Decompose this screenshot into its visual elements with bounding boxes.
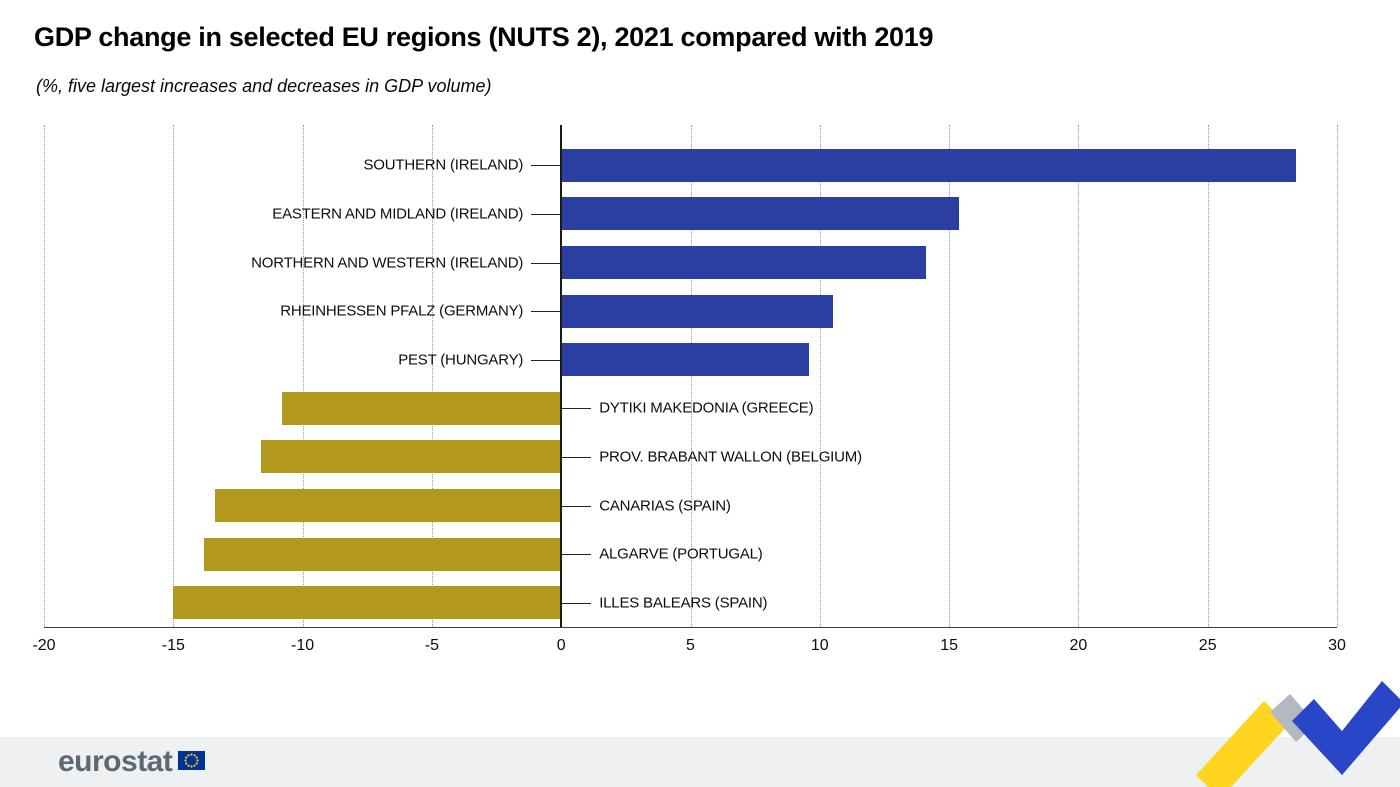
x-axis: -20 -15 -10 -5 0 5 10 15 20 25 30	[32, 637, 1345, 661]
gridline	[302, 125, 304, 627]
label-connector-line	[531, 311, 562, 313]
x-tick-label: -10	[291, 637, 315, 654]
bar-label: PEST (HUNGARY)	[398, 351, 524, 369]
gridline	[431, 125, 433, 627]
bar-positive	[561, 197, 960, 231]
gridline	[949, 125, 951, 627]
chart-title: GDP change in selected EU regions (NUTS …	[34, 22, 934, 52]
bar-positive	[561, 246, 926, 279]
bar-positive	[561, 343, 810, 377]
bar-positive	[561, 294, 833, 328]
bar-label: RHEINHESSEN PFALZ (GERMANY)	[280, 302, 524, 320]
zero-axis-line	[560, 125, 563, 627]
x-tick-label: 10	[810, 637, 829, 654]
gridline	[173, 125, 175, 627]
bar-label: CANARIAS (SPAIN)	[599, 497, 731, 514]
label-connector-line	[561, 408, 592, 410]
x-tick-label: 15	[940, 637, 958, 654]
bar-label: NORTHERN AND WESTERN (IRELAND)	[251, 254, 524, 271]
x-tick-label: 5	[686, 637, 695, 654]
eurostat-swoosh-graphic	[1196, 681, 1400, 787]
bar-label: SOUTHERN (IRELAND)	[363, 156, 524, 174]
eu-flag-icon	[178, 751, 206, 770]
x-tick-label: 30	[1328, 637, 1346, 654]
x-tick-label: 25	[1198, 637, 1217, 654]
label-connector-line	[561, 602, 592, 604]
gridline	[819, 125, 821, 627]
gridline	[1337, 125, 1338, 627]
x-tick-label: 20	[1069, 637, 1088, 654]
bar-negative	[261, 440, 562, 474]
plot-area: SOUTHERN (IRELAND) EASTERN AND MIDLAND (I…	[44, 125, 1338, 628]
gridline	[44, 125, 45, 627]
label-connector-line	[531, 262, 562, 264]
gridline	[1207, 125, 1209, 627]
bar-label: ALGARVE (PORTUGAL)	[599, 545, 763, 563]
bar-negative	[214, 489, 562, 522]
gridline	[1078, 125, 1080, 627]
label-connector-line	[531, 213, 562, 215]
bar-positive	[561, 148, 1296, 182]
label-connector-line	[531, 165, 562, 167]
x-tick-label: -5	[424, 637, 440, 654]
label-connector-line	[561, 456, 592, 458]
label-connector-line	[531, 359, 562, 361]
eurostat-logo: eurostat	[58, 745, 206, 778]
x-tick-label: -15	[161, 637, 185, 654]
bar-negative	[173, 586, 562, 620]
bar-label: DYTIKI MAKEDONIA (GREECE)	[599, 399, 814, 417]
label-connector-line	[561, 554, 592, 556]
chart-subtitle: (%, five largest increases and decreases…	[36, 76, 492, 96]
x-tick-label: 0	[556, 637, 566, 654]
bar-label: PROV. BRABANT WALLON (BELGIUM)	[599, 448, 862, 466]
bar-negative	[204, 537, 562, 571]
label-connector-line	[561, 505, 592, 507]
bar-negative	[281, 391, 562, 425]
bar-label: EASTERN AND MIDLAND (IRELAND)	[272, 205, 524, 223]
x-tick-label: -20	[32, 637, 56, 654]
bar-label: ILLES BALEARS (SPAIN)	[599, 594, 768, 612]
footer-band	[0, 737, 1400, 787]
eurostat-logo-text: eurostat	[58, 745, 173, 778]
